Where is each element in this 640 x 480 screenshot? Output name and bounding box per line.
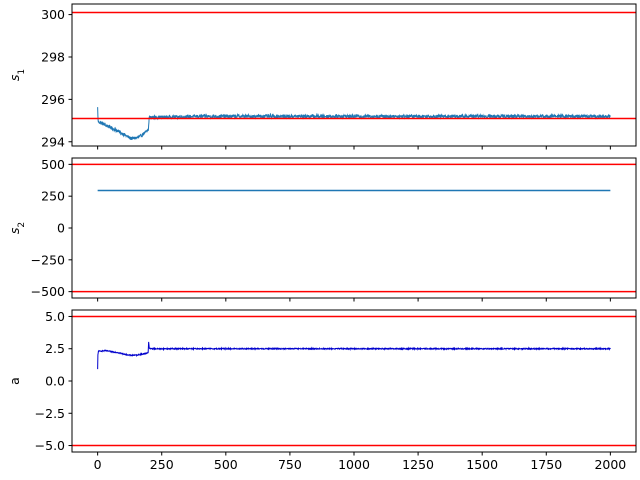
x-tick-label: 2000 — [594, 457, 626, 472]
subplot-3: −5.0 −2.5 0.0 2.5 5.0 0 250 500 750 1000 1250 1500 1… — [7, 309, 637, 472]
y-tick-label: −5.0 — [35, 438, 65, 453]
y-axis-label: s2 — [7, 222, 27, 234]
subplot-2: −500 −250 0 250 500 s2 — [7, 157, 637, 302]
y-tick-label: −2.5 — [35, 406, 65, 421]
y-tick-label: 298 — [41, 49, 65, 64]
x-tick-label: 1000 — [338, 457, 370, 472]
y-tick-label: 500 — [41, 157, 65, 172]
y-tick-label: 2.5 — [45, 341, 65, 356]
x-tick-label: 1500 — [466, 457, 498, 472]
plot-area — [72, 315, 636, 447]
plot-area — [72, 11, 636, 141]
x-tick-label: 1250 — [402, 457, 434, 472]
subplot-1: 294 296 298 300 s1 — [7, 3, 637, 150]
axes-frame — [71, 3, 637, 147]
y-tick-label: 250 — [41, 189, 65, 204]
y-tick-label: 300 — [41, 7, 65, 22]
y-tick-label: 0 — [57, 221, 65, 236]
x-tick-label: 250 — [150, 457, 174, 472]
x-tick-label: 500 — [214, 457, 238, 472]
y-tick-label: −250 — [31, 252, 65, 267]
x-tick-label: 1750 — [530, 457, 562, 472]
axes-frame — [71, 157, 637, 299]
x-tick-label: 0 — [94, 457, 102, 472]
series-line — [97, 107, 611, 141]
y-tick-label: 296 — [41, 92, 65, 107]
y-tick-label: 0.0 — [45, 374, 65, 389]
x-tick-label: 750 — [278, 457, 302, 472]
plot-area — [72, 163, 636, 293]
y-axis-label: a — [7, 377, 22, 385]
axes-frame — [71, 309, 637, 453]
series-line — [97, 341, 611, 370]
y-tick-label: 5.0 — [45, 309, 65, 324]
y-tick-label: 294 — [41, 134, 65, 149]
y-axis-label: s1 — [7, 69, 27, 81]
y-tick-label: −500 — [31, 284, 65, 299]
